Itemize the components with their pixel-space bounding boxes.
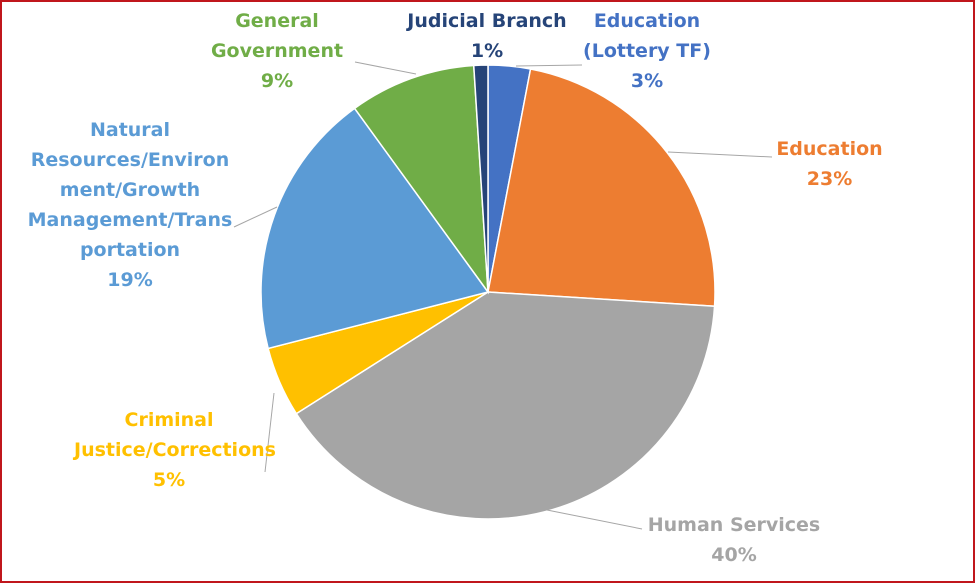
slice-percent-label: 23% xyxy=(806,168,853,190)
leader-line-3 xyxy=(264,392,275,473)
pie-slice-2 xyxy=(295,291,716,520)
data-label-4: Natural Resources/Environ ment/Growth Manag… xyxy=(10,115,250,295)
data-label-1: Education 23% xyxy=(742,134,917,194)
slice-category-label: Resources/Environ xyxy=(30,149,230,171)
leader-line-2 xyxy=(546,509,643,530)
slice-category-label: Justice/Corrections xyxy=(74,439,276,461)
slice-percent-label: 40% xyxy=(711,544,757,566)
slice-percent-label: 5% xyxy=(152,469,186,491)
leader-line-1 xyxy=(667,151,773,158)
slice-category-label: Education xyxy=(776,138,883,160)
slice-category-label: Management/Trans xyxy=(27,209,233,231)
data-label-0: Education (Lottery TF) 3% xyxy=(557,6,737,96)
slice-category-label: Judicial Branch xyxy=(407,10,567,32)
slice-percent-label: 1% xyxy=(470,40,504,62)
slice-category-label: General xyxy=(235,10,319,32)
pie-slice-5 xyxy=(353,64,489,295)
data-label-3: Criminal Justice/Corrections 5% xyxy=(74,405,276,495)
slice-percent-label: 3% xyxy=(630,70,664,92)
slice-category-label: portation xyxy=(79,239,181,261)
slice-category-label: Education xyxy=(593,10,701,32)
data-label-5: General Government 9% xyxy=(187,6,367,96)
data-label-2: Human Services 40% xyxy=(614,510,854,570)
slice-category-label: Criminal xyxy=(124,409,214,431)
slice-category-label: ment/Growth xyxy=(59,179,201,201)
pie-slice-1 xyxy=(487,68,716,308)
slice-category-label: (Lottery TF) xyxy=(583,40,711,62)
pie-slice-6 xyxy=(472,64,489,293)
pie-slice-4 xyxy=(260,107,490,350)
data-label-6: Judicial Branch 1% xyxy=(387,6,587,66)
leader-line-0 xyxy=(515,64,583,67)
leader-line-5 xyxy=(354,61,417,75)
slice-percent-label: 9% xyxy=(260,70,294,92)
slice-category-label: Human Services xyxy=(647,514,821,536)
slice-category-label: Government xyxy=(210,40,344,62)
slice-category-label: Natural xyxy=(89,119,171,141)
leader-line-4 xyxy=(233,206,278,228)
slice-percent-label: 19% xyxy=(107,269,153,291)
